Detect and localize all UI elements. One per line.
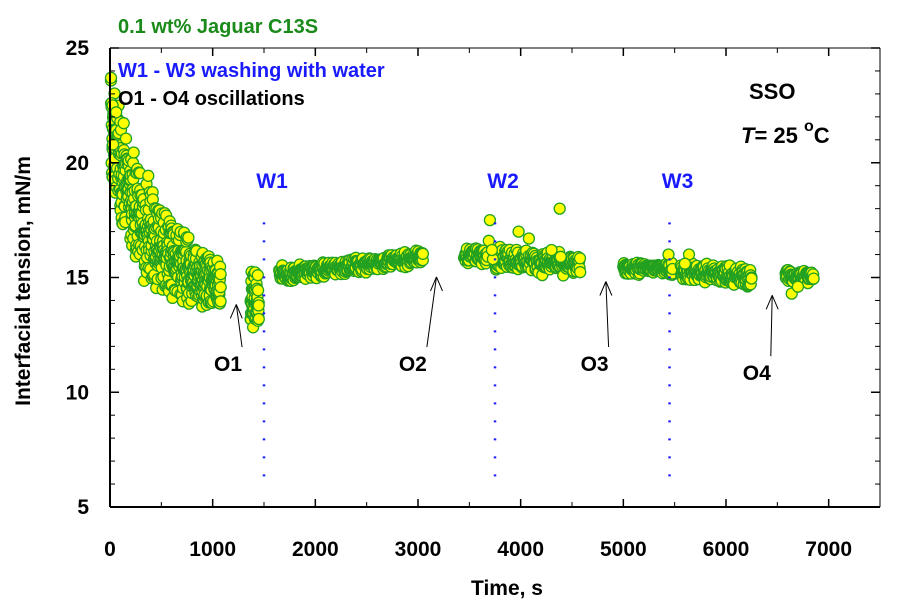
data-point — [214, 295, 227, 308]
oscillation-arrow — [770, 295, 773, 357]
data-point — [252, 299, 265, 312]
degree-sign: o — [804, 118, 814, 135]
x-tick-label: 6000 — [703, 538, 750, 561]
data-point — [522, 232, 536, 245]
oscillation-arrowhead — [771, 295, 779, 310]
data-point — [117, 117, 130, 130]
temperature-label: T= 25 oC — [741, 118, 830, 148]
data-point — [119, 132, 133, 145]
oscillation-label: O1 — [214, 353, 242, 376]
y-tick-label: 5 — [77, 496, 89, 519]
y-tick-label: 10 — [66, 381, 89, 404]
x-tick-label: 2000 — [292, 538, 339, 561]
annotations: W1 W2 W3 O1 O2 O3 O4 — [214, 170, 779, 489]
chart-title: 0.1 wt% Jaguar C13S — [118, 16, 318, 38]
legend-line-oscillations: O1 - O4 oscillations — [118, 88, 305, 110]
oscillation-arrow — [605, 281, 610, 348]
data-point — [791, 280, 805, 293]
oscillation-arrowhead — [235, 304, 243, 319]
temperature-unit: C — [814, 123, 830, 148]
oscillation-arrowhead — [229, 304, 237, 319]
legend-line-washing: W1 - W3 washing with water — [118, 60, 385, 82]
oil-label: SSO — [749, 79, 795, 104]
x-axis-label: Time, s — [471, 577, 543, 600]
washing-label: W2 — [487, 170, 519, 193]
oscillation-arrow — [426, 276, 437, 348]
y-tick-label: 25 — [66, 37, 90, 60]
oscillation-arrowhead — [605, 281, 613, 296]
x-tick-label: 0 — [104, 538, 116, 561]
y-tick-label: 15 — [66, 267, 90, 290]
x-tick-label: 7000 — [805, 538, 852, 561]
data-point — [214, 268, 227, 281]
data-point — [553, 202, 566, 215]
y-tick-label: 20 — [66, 152, 89, 175]
oscillation-arrowhead — [765, 295, 773, 310]
data-point — [554, 250, 567, 263]
data-point — [483, 213, 497, 227]
data-point — [142, 169, 155, 182]
data-point — [574, 266, 587, 279]
data-point — [573, 252, 587, 265]
oscillation-arrowhead — [599, 281, 607, 296]
data-point — [214, 281, 227, 294]
oscillation-arrowhead — [430, 276, 437, 292]
data-point — [127, 146, 140, 159]
data-point — [662, 248, 675, 261]
data-point — [182, 231, 195, 244]
y-axis-label: Interfacial tension, mN/m — [12, 156, 35, 406]
data-point — [807, 272, 820, 285]
data-points — [104, 71, 820, 334]
oscillation-label: O2 — [399, 353, 427, 376]
data-point — [251, 284, 265, 297]
x-tick-label: 1000 — [189, 538, 236, 561]
x-tick-label: 5000 — [600, 538, 647, 561]
temperature-value: = 25 — [754, 123, 804, 148]
washing-label: W3 — [662, 170, 694, 193]
oscillation-label: O4 — [743, 362, 771, 385]
data-point — [678, 257, 692, 270]
data-point — [416, 247, 430, 260]
oscillation-label: O3 — [581, 353, 609, 376]
x-tick-label: 3000 — [395, 538, 442, 561]
x-tick-label: 4000 — [497, 538, 544, 561]
data-point — [512, 225, 525, 238]
data-point — [251, 269, 264, 282]
washing-label: W1 — [256, 170, 288, 193]
data-point — [745, 272, 758, 285]
data-point — [485, 243, 499, 257]
temperature-symbol: T — [741, 123, 756, 148]
data-point — [252, 312, 265, 326]
data-point — [545, 243, 558, 257]
axes: 0 1000 2000 3000 4000 5000 6000 7000 5 10 15 20 25 — [66, 37, 881, 561]
oscillation-arrow — [235, 304, 243, 348]
oscillation-arrowhead — [436, 276, 443, 292]
